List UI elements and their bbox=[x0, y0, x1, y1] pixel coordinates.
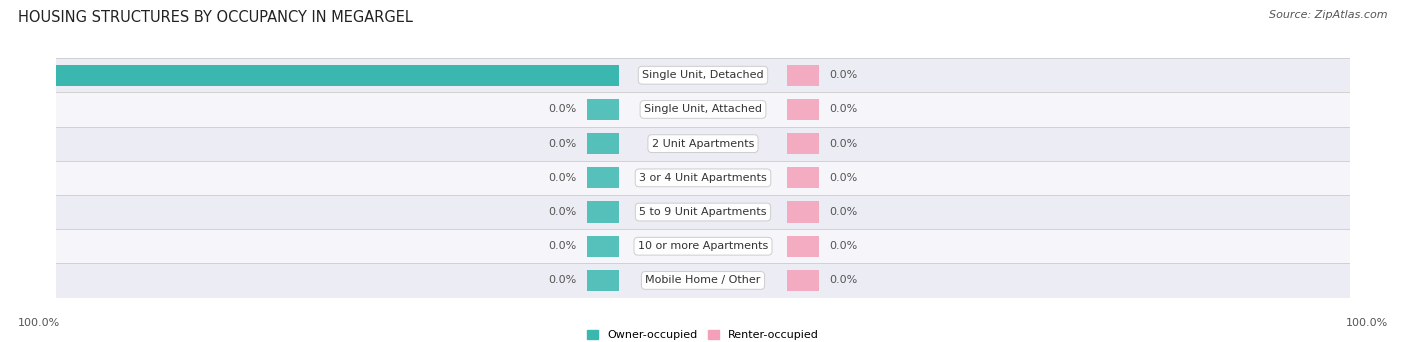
Text: 100.0%: 100.0% bbox=[0, 70, 46, 80]
Text: Source: ZipAtlas.com: Source: ZipAtlas.com bbox=[1270, 10, 1388, 20]
Text: 100.0%: 100.0% bbox=[1346, 318, 1388, 328]
Bar bbox=[787, 236, 820, 257]
Bar bbox=[586, 133, 619, 154]
Bar bbox=[56, 127, 1350, 161]
Text: 3 or 4 Unit Apartments: 3 or 4 Unit Apartments bbox=[640, 173, 766, 183]
Text: 0.0%: 0.0% bbox=[830, 139, 858, 149]
Text: 0.0%: 0.0% bbox=[830, 173, 858, 183]
Bar bbox=[56, 263, 1350, 298]
Text: 0.0%: 0.0% bbox=[548, 139, 576, 149]
Bar bbox=[56, 58, 1350, 92]
Text: 5 to 9 Unit Apartments: 5 to 9 Unit Apartments bbox=[640, 207, 766, 217]
Bar bbox=[586, 167, 619, 188]
Text: 0.0%: 0.0% bbox=[830, 241, 858, 251]
Bar bbox=[787, 133, 820, 154]
Bar bbox=[56, 161, 1350, 195]
Text: 10 or more Apartments: 10 or more Apartments bbox=[638, 241, 768, 251]
Text: 100.0%: 100.0% bbox=[18, 318, 60, 328]
Bar bbox=[586, 270, 619, 291]
Text: HOUSING STRUCTURES BY OCCUPANCY IN MEGARGEL: HOUSING STRUCTURES BY OCCUPANCY IN MEGAR… bbox=[18, 10, 413, 25]
Bar bbox=[586, 236, 619, 257]
Text: Single Unit, Attached: Single Unit, Attached bbox=[644, 104, 762, 115]
Bar bbox=[56, 195, 1350, 229]
Legend: Owner-occupied, Renter-occupied: Owner-occupied, Renter-occupied bbox=[582, 325, 824, 342]
Bar bbox=[787, 99, 820, 120]
Text: Mobile Home / Other: Mobile Home / Other bbox=[645, 275, 761, 286]
Bar bbox=[787, 201, 820, 223]
Bar bbox=[787, 167, 820, 188]
Bar bbox=[56, 65, 619, 86]
Bar bbox=[56, 92, 1350, 127]
Bar bbox=[787, 65, 820, 86]
Text: Single Unit, Detached: Single Unit, Detached bbox=[643, 70, 763, 80]
Text: 0.0%: 0.0% bbox=[548, 207, 576, 217]
Text: 0.0%: 0.0% bbox=[548, 275, 576, 286]
Bar bbox=[787, 270, 820, 291]
Text: 0.0%: 0.0% bbox=[830, 207, 858, 217]
Text: 2 Unit Apartments: 2 Unit Apartments bbox=[652, 139, 754, 149]
Bar bbox=[586, 99, 619, 120]
Text: 0.0%: 0.0% bbox=[548, 241, 576, 251]
Text: 0.0%: 0.0% bbox=[548, 173, 576, 183]
Bar bbox=[56, 229, 1350, 263]
Text: 0.0%: 0.0% bbox=[830, 275, 858, 286]
Text: 0.0%: 0.0% bbox=[548, 104, 576, 115]
Bar bbox=[586, 201, 619, 223]
Text: 0.0%: 0.0% bbox=[830, 70, 858, 80]
Text: 0.0%: 0.0% bbox=[830, 104, 858, 115]
